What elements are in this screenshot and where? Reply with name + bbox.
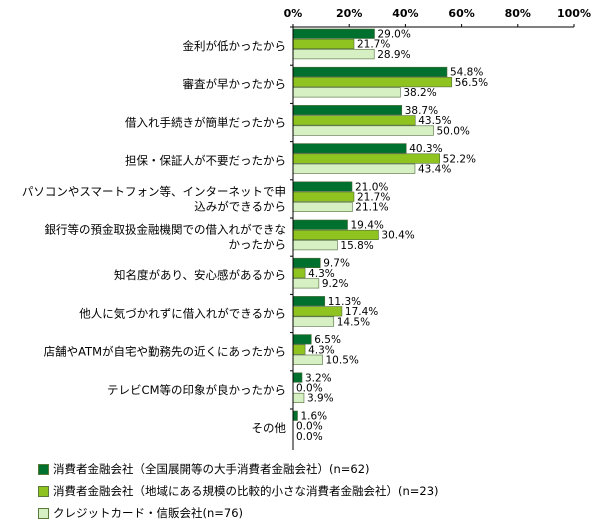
bar: [292, 105, 403, 116]
category-label: テレビCM等の印象が良かったから: [107, 383, 286, 397]
legend-item-credit-card: クレジットカード・信販会社(n=76): [38, 502, 598, 524]
x-tick-label: 20%: [336, 7, 362, 20]
data-label: 11.3%: [328, 296, 361, 308]
data-label: 30.4%: [381, 230, 414, 242]
data-label: 9.7%: [323, 258, 350, 270]
category-label: 店舗やATMが自宅や勤務先の近くにあったから: [44, 345, 286, 359]
category-label: 銀行等の預金取扱金融機関での借入れができな: [45, 223, 287, 237]
data-label: 43.5%: [418, 115, 451, 127]
x-tick-label: 60%: [448, 7, 474, 20]
bar: [292, 296, 326, 307]
bar: [292, 229, 379, 240]
bars: [292, 28, 453, 421]
category-label: 込みができるから: [194, 199, 286, 213]
category-label: その他: [252, 421, 287, 435]
category-label: 審査が早かったから: [183, 77, 287, 91]
bar: [292, 201, 353, 212]
category-label: 他人に気づかれずに借入れができるから: [79, 306, 286, 320]
category-label: 知名度があり、安心感があるから: [114, 268, 286, 282]
data-label: 43.4%: [418, 164, 451, 176]
legend-swatch: [38, 485, 49, 497]
bar: [292, 240, 338, 251]
legend: 消費者金融会社（全国展開等の大手消費者金融会社）(n=62) 消費者金融会社（地…: [38, 458, 598, 524]
category-label: 借入れ手続きが簡単だったから: [125, 115, 286, 129]
data-label: 21.0%: [355, 181, 388, 193]
data-label: 14.5%: [337, 316, 370, 328]
data-label: 9.2%: [322, 278, 349, 290]
category-label: かったから: [229, 238, 287, 252]
legend-swatch: [38, 507, 49, 519]
bar: [292, 163, 416, 174]
bar: [292, 344, 306, 355]
data-label: 38.2%: [403, 87, 436, 99]
category-label: 担保・保証人が不要だったから: [125, 154, 286, 168]
bar: [292, 77, 453, 88]
data-label: 50.0%: [437, 125, 470, 137]
legend-item-major-consumer-finance: 消費者金融会社（全国展開等の大手消費者金融会社）(n=62): [38, 458, 598, 480]
legend-label: 消費者金融会社（地域にある規模の比較的小さな消費者金融会社）(n=23): [53, 484, 439, 498]
bar: [292, 38, 355, 50]
data-label: 15.8%: [340, 240, 373, 252]
bar: [292, 278, 320, 289]
bar: [292, 28, 375, 39]
data-label: 21.7%: [357, 192, 390, 204]
data-label: 28.9%: [377, 49, 410, 61]
bar: [292, 125, 434, 136]
data-label: 54.8%: [450, 67, 483, 79]
data-label: 52.2%: [443, 153, 476, 165]
data-label: 17.4%: [345, 306, 378, 318]
data-label: 56.5%: [455, 77, 488, 89]
x-tick-label: 40%: [392, 7, 418, 20]
bar: [292, 191, 355, 202]
data-label: 0.0%: [296, 431, 323, 443]
bar: [292, 334, 312, 345]
bar: [292, 143, 407, 154]
bar: [292, 153, 440, 164]
data-label: 3.2%: [305, 372, 332, 384]
data-label: 0.0%: [296, 421, 323, 433]
category-labels: 金利が低かったから審査が早かったから借入れ手続きが簡単だったから担保・保証人が不…: [22, 39, 287, 435]
bar: [292, 268, 306, 279]
data-label: 0.0%: [296, 383, 323, 395]
category-label: パソコンやスマートフォン等、インターネットで申: [22, 184, 286, 198]
x-tick-label: 100%: [557, 7, 591, 20]
data-label: 29.0%: [377, 29, 410, 41]
legend-label: クレジットカード・信販会社(n=76): [53, 506, 244, 520]
bar: [292, 316, 335, 327]
data-label: 3.9%: [307, 393, 334, 405]
data-label: 40.3%: [409, 143, 442, 155]
bar: [292, 219, 348, 230]
bar: [292, 410, 298, 421]
data-label: 1.6%: [300, 411, 327, 423]
bar: [292, 306, 343, 317]
x-tick-label: 0%: [284, 7, 303, 20]
data-label: 21.1%: [355, 202, 388, 214]
bar: [292, 392, 305, 404]
x-axis-ticks: 0% 20% 40% 60% 80% 100%: [284, 7, 591, 410]
bar: [292, 87, 401, 98]
bar: [292, 49, 375, 60]
bar: [292, 66, 448, 77]
bar: [292, 372, 303, 383]
data-label: 10.5%: [326, 355, 359, 367]
x-tick-label: 80%: [505, 7, 531, 20]
bar: [292, 354, 323, 365]
data-label: 4.3%: [308, 268, 335, 280]
legend-label: 消費者金融会社（全国展開等の大手消費者金融会社）(n=62): [53, 462, 370, 476]
bar: [292, 257, 321, 269]
bar: [292, 115, 416, 126]
data-label: 21.7%: [357, 39, 390, 51]
bar: [292, 181, 353, 192]
legend-swatch: [38, 463, 49, 475]
data-label: 4.3%: [308, 344, 335, 356]
data-label: 19.4%: [351, 220, 384, 232]
data-labels: 29.0% 54.8% 38.7% 40.3% 21.0% 19.4% 9.7% 11.3% 6…: [296, 29, 488, 443]
legend-item-regional-consumer-finance: 消費者金融会社（地域にある規模の比較的小さな消費者金融会社）(n=23): [38, 480, 598, 502]
category-label: 金利が低かったから: [183, 39, 287, 53]
data-label: 6.5%: [314, 334, 341, 346]
data-label: 38.7%: [405, 105, 438, 117]
